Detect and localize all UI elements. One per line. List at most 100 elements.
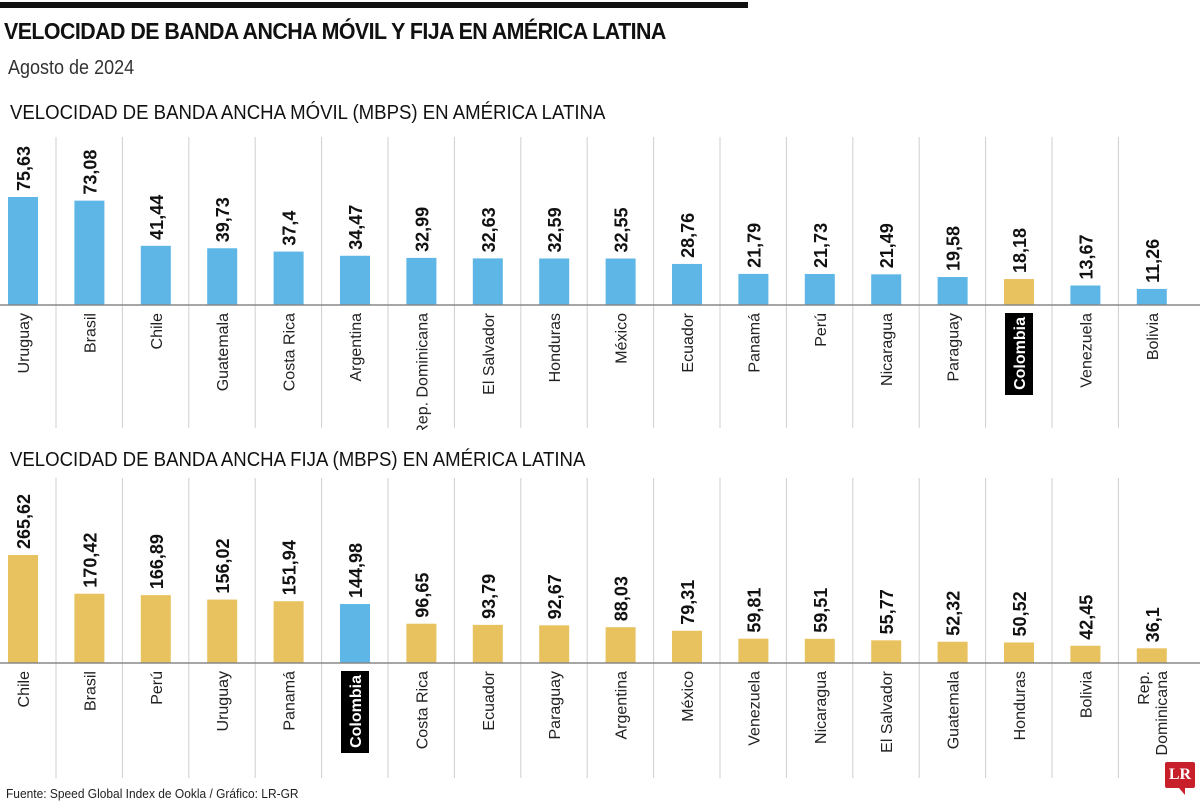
- category-label: Rep. Dominicana: [414, 313, 431, 430]
- bar-guatemala: [937, 641, 968, 663]
- value-label: 42,45: [1076, 595, 1096, 640]
- highlight-label-box: [1005, 313, 1033, 395]
- category-label: México: [614, 313, 631, 364]
- category-label: Honduras: [1012, 671, 1029, 740]
- bar-argentina: [605, 627, 636, 663]
- bar-bolivia: [1070, 645, 1101, 663]
- value-label: 21,49: [877, 223, 897, 268]
- page-title: VELOCIDAD DE BANDA ANCHA MÓVIL Y FIJA EN…: [4, 18, 666, 44]
- value-label: 79,31: [678, 580, 698, 625]
- bar-rep-dominicana: [1136, 648, 1167, 663]
- value-label: 92,67: [545, 574, 565, 619]
- value-label: 32,59: [545, 207, 565, 252]
- category-label: Bolivia: [1145, 313, 1162, 360]
- value-label: 265,62: [14, 494, 34, 549]
- bar-per-: [804, 273, 835, 305]
- value-label: 32,99: [412, 207, 432, 252]
- category-label: Guatemala: [215, 313, 232, 391]
- value-label: 52,32: [944, 591, 964, 636]
- chart-title-mobile: VELOCIDAD DE BANDA ANCHA MÓVIL (MBPS) EN…: [10, 102, 606, 124]
- value-label: 21,73: [811, 223, 831, 268]
- fixed-speed-chart: 265,62 Chile 170,42 Brasil 166,89 Perú 156,02 U…: [0, 478, 1200, 778]
- value-label: 36,1: [1143, 607, 1163, 642]
- value-label: 59,81: [744, 588, 764, 633]
- category-label: Ecuador: [680, 312, 697, 372]
- category-label: Paraguay: [547, 671, 564, 740]
- value-label: 93,79: [479, 574, 499, 619]
- source-note: Fuente: Speed Global Index de Ookla / Gr…: [6, 786, 299, 801]
- value-label: 41,44: [147, 195, 167, 240]
- bar-venezuela: [1070, 285, 1101, 305]
- category-label: Panamá: [746, 313, 763, 373]
- value-label: 156,02: [213, 539, 233, 594]
- bar-paraguay: [539, 625, 570, 663]
- category-label: Costa Rica: [414, 671, 431, 749]
- value-label: 151,94: [280, 540, 300, 595]
- bar-colombia: [340, 604, 370, 663]
- category-label: Honduras: [547, 313, 564, 382]
- category-label: Brasil: [82, 313, 99, 353]
- bar-costa-rica: [273, 251, 304, 305]
- category-label: Venezuela: [746, 671, 763, 746]
- bar-colombia: [1004, 279, 1034, 305]
- bar-panam-: [273, 601, 304, 663]
- category-label: Panamá: [282, 671, 299, 731]
- bar-brasil: [74, 593, 105, 663]
- category-label: Uruguay: [16, 313, 33, 373]
- bar-el-salvador: [472, 258, 503, 305]
- value-label: 75,63: [14, 146, 34, 191]
- bar-rep-dominicana: [406, 257, 437, 305]
- bar-nicaragua: [804, 638, 835, 663]
- bar-chile: [140, 245, 171, 305]
- bar-honduras: [539, 258, 570, 305]
- category-label: El Salvador: [481, 312, 498, 394]
- value-label: 96,65: [412, 573, 432, 618]
- bar-chile: [8, 555, 38, 663]
- bar-costa-rica: [406, 623, 437, 663]
- value-label: 170,42: [80, 533, 100, 588]
- category-label: Uruguay: [215, 671, 232, 731]
- category-label: El Salvador: [879, 670, 896, 752]
- category-label: México: [680, 671, 697, 722]
- bar-m-xico: [605, 258, 636, 305]
- bar-argentina: [340, 255, 370, 305]
- value-label: 37,4: [280, 211, 300, 246]
- category-label: Costa Rica: [282, 313, 299, 391]
- value-label: 34,47: [346, 205, 366, 250]
- value-label: 39,73: [213, 197, 233, 242]
- bar-uruguay: [8, 197, 38, 305]
- category-label: Nicaragua: [879, 313, 896, 386]
- bar-bolivia: [1136, 288, 1167, 305]
- category-label: Argentina: [614, 671, 631, 740]
- lr-logo: LR: [1165, 762, 1195, 795]
- bar-per-: [140, 595, 171, 663]
- value-label: 32,55: [612, 207, 632, 252]
- value-label: 73,08: [80, 150, 100, 195]
- category-label: Colombia: [1012, 317, 1029, 390]
- category-label: Perú: [149, 671, 166, 705]
- bar-brasil: [74, 200, 105, 305]
- bar-panam-: [738, 273, 769, 305]
- category-label: Paraguay: [946, 313, 963, 382]
- category-label: Ecuador: [481, 670, 498, 730]
- category-label: Perú: [813, 313, 830, 347]
- bar-el-salvador: [871, 640, 902, 663]
- chart-title-fixed: VELOCIDAD DE BANDA ANCHA FIJA (MBPS) EN …: [10, 449, 586, 471]
- page-subtitle: Agosto de 2024: [8, 57, 135, 79]
- top-rule: [0, 2, 748, 8]
- value-label: 28,76: [678, 213, 698, 258]
- category-label: Colombia: [348, 675, 365, 748]
- value-label: 144,98: [346, 543, 366, 598]
- category-label: Rep.: [1136, 671, 1153, 705]
- bar-paraguay: [937, 277, 968, 305]
- category-label: Bolivia: [1078, 671, 1095, 718]
- bar-nicaragua: [871, 274, 902, 305]
- highlight-label-box: [341, 671, 369, 753]
- value-label: 88,03: [612, 576, 632, 621]
- value-label: 19,58: [944, 226, 964, 271]
- value-label: 50,52: [1010, 591, 1030, 636]
- value-label: 32,63: [479, 207, 499, 252]
- bar-ecuador: [672, 263, 702, 305]
- category-label: Dominicana: [1154, 671, 1171, 756]
- category-label: Chile: [16, 671, 33, 708]
